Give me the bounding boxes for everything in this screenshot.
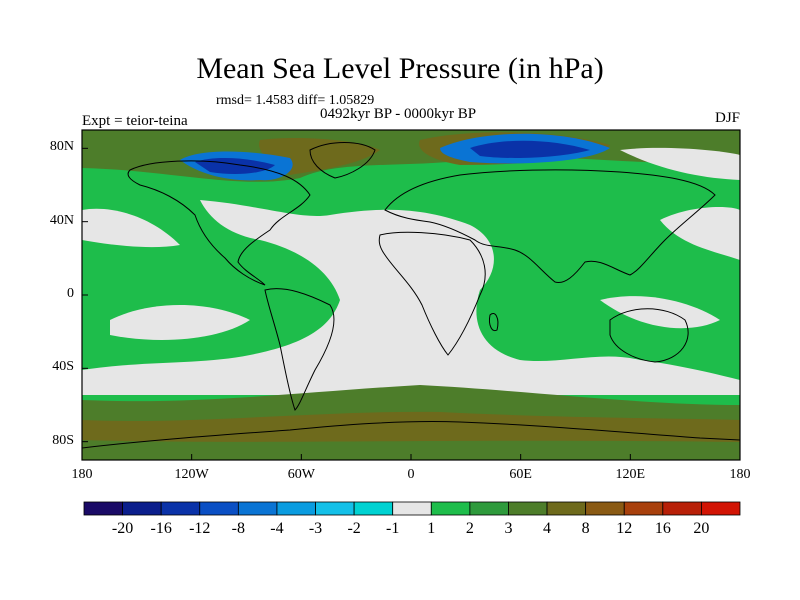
lat-tick-label: 40N (49, 212, 74, 228)
africa-coast (378, 231, 486, 356)
rmsd-diff-stats: rmsd= 1.4583 diff= 1.05829 (216, 93, 375, 108)
colorbar-label: -1 (386, 520, 400, 537)
lon-tick-label: 120W (174, 467, 209, 482)
eurasia-coast (384, 169, 716, 284)
colorbar-swatch (392, 501, 432, 516)
colorbar-label: -3 (308, 520, 323, 537)
field-antarctic-olive (82, 440, 740, 460)
field-siberia-darkblue (470, 140, 590, 158)
colorbar-label: -8 (231, 520, 246, 537)
madagascar-coast (489, 313, 499, 332)
colorbar-label: -4 (270, 520, 284, 537)
field-tropics-neutral (82, 200, 740, 395)
colorbar-swatch (83, 501, 123, 516)
axis-ticks (81, 147, 741, 460)
field-pacific-neutral (82, 208, 180, 248)
colorbar-swatch (508, 501, 548, 516)
colorbar-label: 16 (654, 520, 671, 537)
season-label: DJF (714, 110, 740, 126)
antarctica-coast (82, 421, 740, 449)
colorbar-swatch (237, 501, 278, 516)
lat-tick-label: 80S (52, 432, 74, 448)
lat-tick-label: 0 (67, 286, 74, 301)
lon-tick-label: 60E (509, 467, 532, 482)
colorbar-label: -16 (150, 520, 172, 537)
colorbar-swatch (662, 501, 702, 516)
colorbar-swatch (315, 501, 355, 516)
lat-tick-label: 80N (49, 139, 74, 155)
experiment-label: Expt = teior-teina (82, 113, 188, 129)
lon-tick-label: 60W (287, 467, 315, 482)
lon-tick-label: 180 (729, 467, 751, 482)
field-australia-neutral (600, 296, 720, 329)
colorbar-swatch (122, 501, 162, 516)
field-southpacific-neutral (110, 305, 250, 340)
lon-tick-label: 120E (615, 467, 646, 482)
colorbar-swatch (160, 501, 201, 516)
colorbar-swatch (623, 501, 664, 516)
colorbar (83, 501, 741, 516)
colorbar-label: -2 (347, 520, 361, 537)
colorbar-swatch (199, 501, 239, 516)
colorbar-label: 8 (581, 520, 590, 537)
colorbar-swatch (469, 501, 509, 516)
lon-tick-label: 0 (407, 467, 415, 482)
time-period-label: 0492kyr BP - 0000kyr BP (320, 106, 477, 122)
south-america-coast (264, 288, 335, 411)
colorbar-label: -20 (111, 520, 134, 537)
colorbar-label: 12 (616, 520, 633, 537)
colorbar-swatch (276, 501, 316, 516)
coastlines (82, 142, 740, 449)
colorbar-swatch (353, 501, 394, 516)
colorbar-label: 20 (693, 520, 710, 537)
colorbar-swatch (430, 501, 471, 516)
north-america-coast (127, 160, 311, 286)
map-title: Mean Sea Level Pressure (in hPa) (196, 52, 604, 85)
colorbar-label: 1 (427, 520, 436, 537)
field-arctic-neutral (620, 147, 740, 180)
greenland-coast (309, 142, 376, 179)
field-northpacific-neutral (660, 207, 740, 260)
lat-tick-label: 40S (52, 359, 74, 375)
australia-coast (609, 308, 689, 363)
colorbar-swatch (585, 501, 625, 516)
colorbar-label: -12 (189, 520, 211, 537)
colorbar-label: 2 (465, 520, 474, 537)
colorbar-swatch (546, 501, 587, 516)
colorbar-swatch (701, 501, 741, 516)
pressure-field (82, 130, 740, 460)
lon-tick-label: 180 (71, 467, 93, 482)
colorbar-label: 3 (504, 520, 513, 537)
colorbar-label: 4 (543, 520, 552, 537)
